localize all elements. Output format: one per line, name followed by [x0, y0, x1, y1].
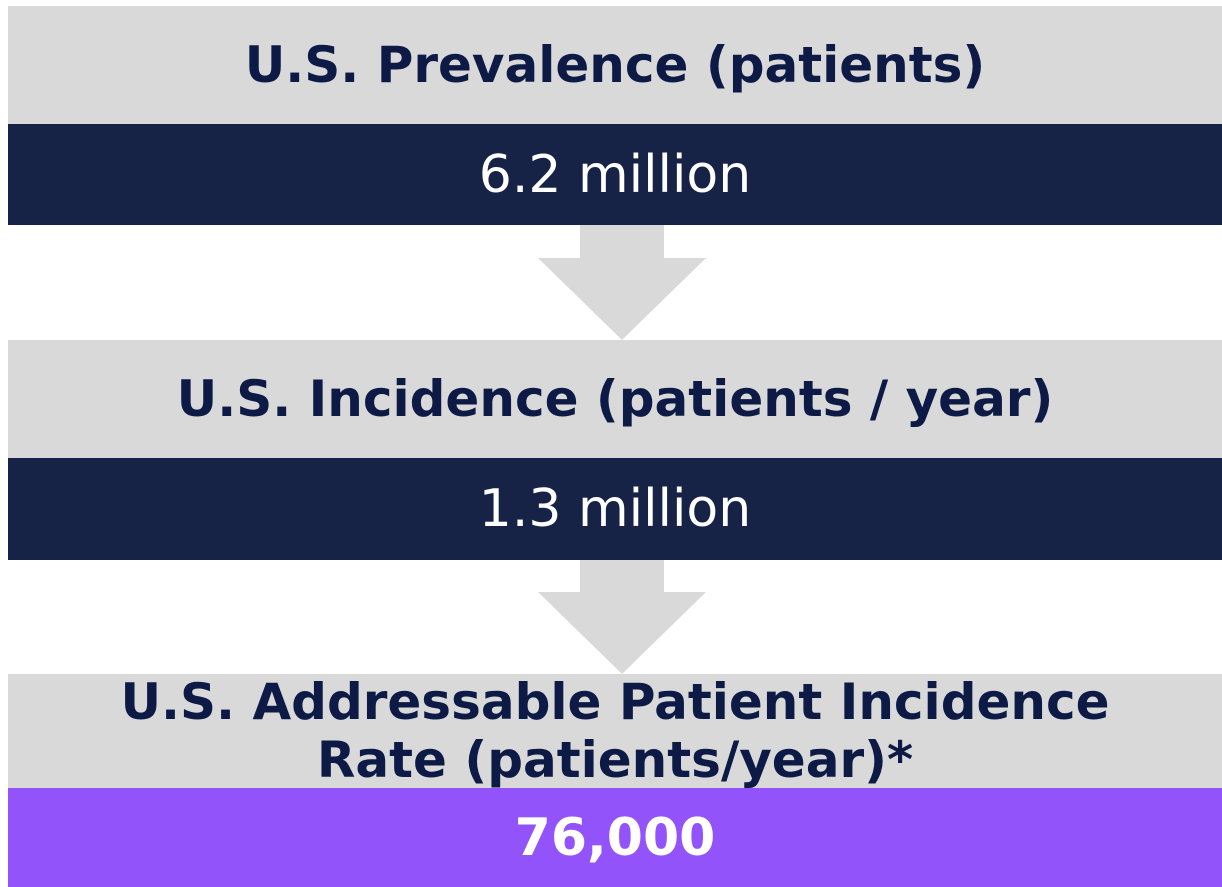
stage-label: U.S. Incidence (patients / year) — [176, 370, 1054, 428]
stage-value-text: 1.3 million — [478, 479, 752, 539]
stage-value-text: 6.2 million — [478, 144, 752, 205]
stage-value-text: 76,000 — [514, 807, 716, 868]
stage-label: U.S. Addressable Patient Incidence — [120, 673, 1110, 731]
stage-header: U.S. Incidence (patients / year) — [8, 340, 1222, 458]
stage-value: 6.2 million — [8, 124, 1222, 225]
stage-header: U.S. Addressable Patient Incidence Rate (… — [8, 673, 1222, 789]
stage-value: 1.3 million — [8, 458, 1222, 560]
stage-value: 76,000 — [8, 788, 1222, 887]
stage-label: U.S. Prevalence (patients) — [244, 36, 986, 94]
arrow — [538, 225, 706, 340]
stage-label: Rate (patients/year)* — [316, 731, 914, 789]
arrow — [538, 560, 706, 674]
stage-header: U.S. Prevalence (patients) — [8, 6, 1222, 124]
